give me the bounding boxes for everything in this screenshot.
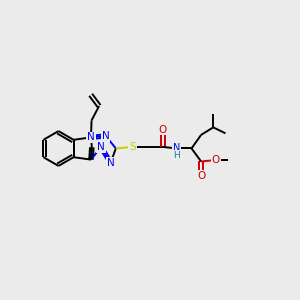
Text: O: O: [212, 155, 220, 165]
Text: O: O: [159, 124, 167, 134]
Text: N: N: [107, 158, 115, 168]
Text: N: N: [87, 132, 95, 142]
Text: H: H: [173, 151, 180, 160]
Text: N: N: [102, 131, 110, 141]
Text: S: S: [129, 142, 136, 152]
Text: N: N: [97, 142, 105, 152]
Text: O: O: [197, 171, 205, 181]
Text: N: N: [173, 143, 180, 153]
